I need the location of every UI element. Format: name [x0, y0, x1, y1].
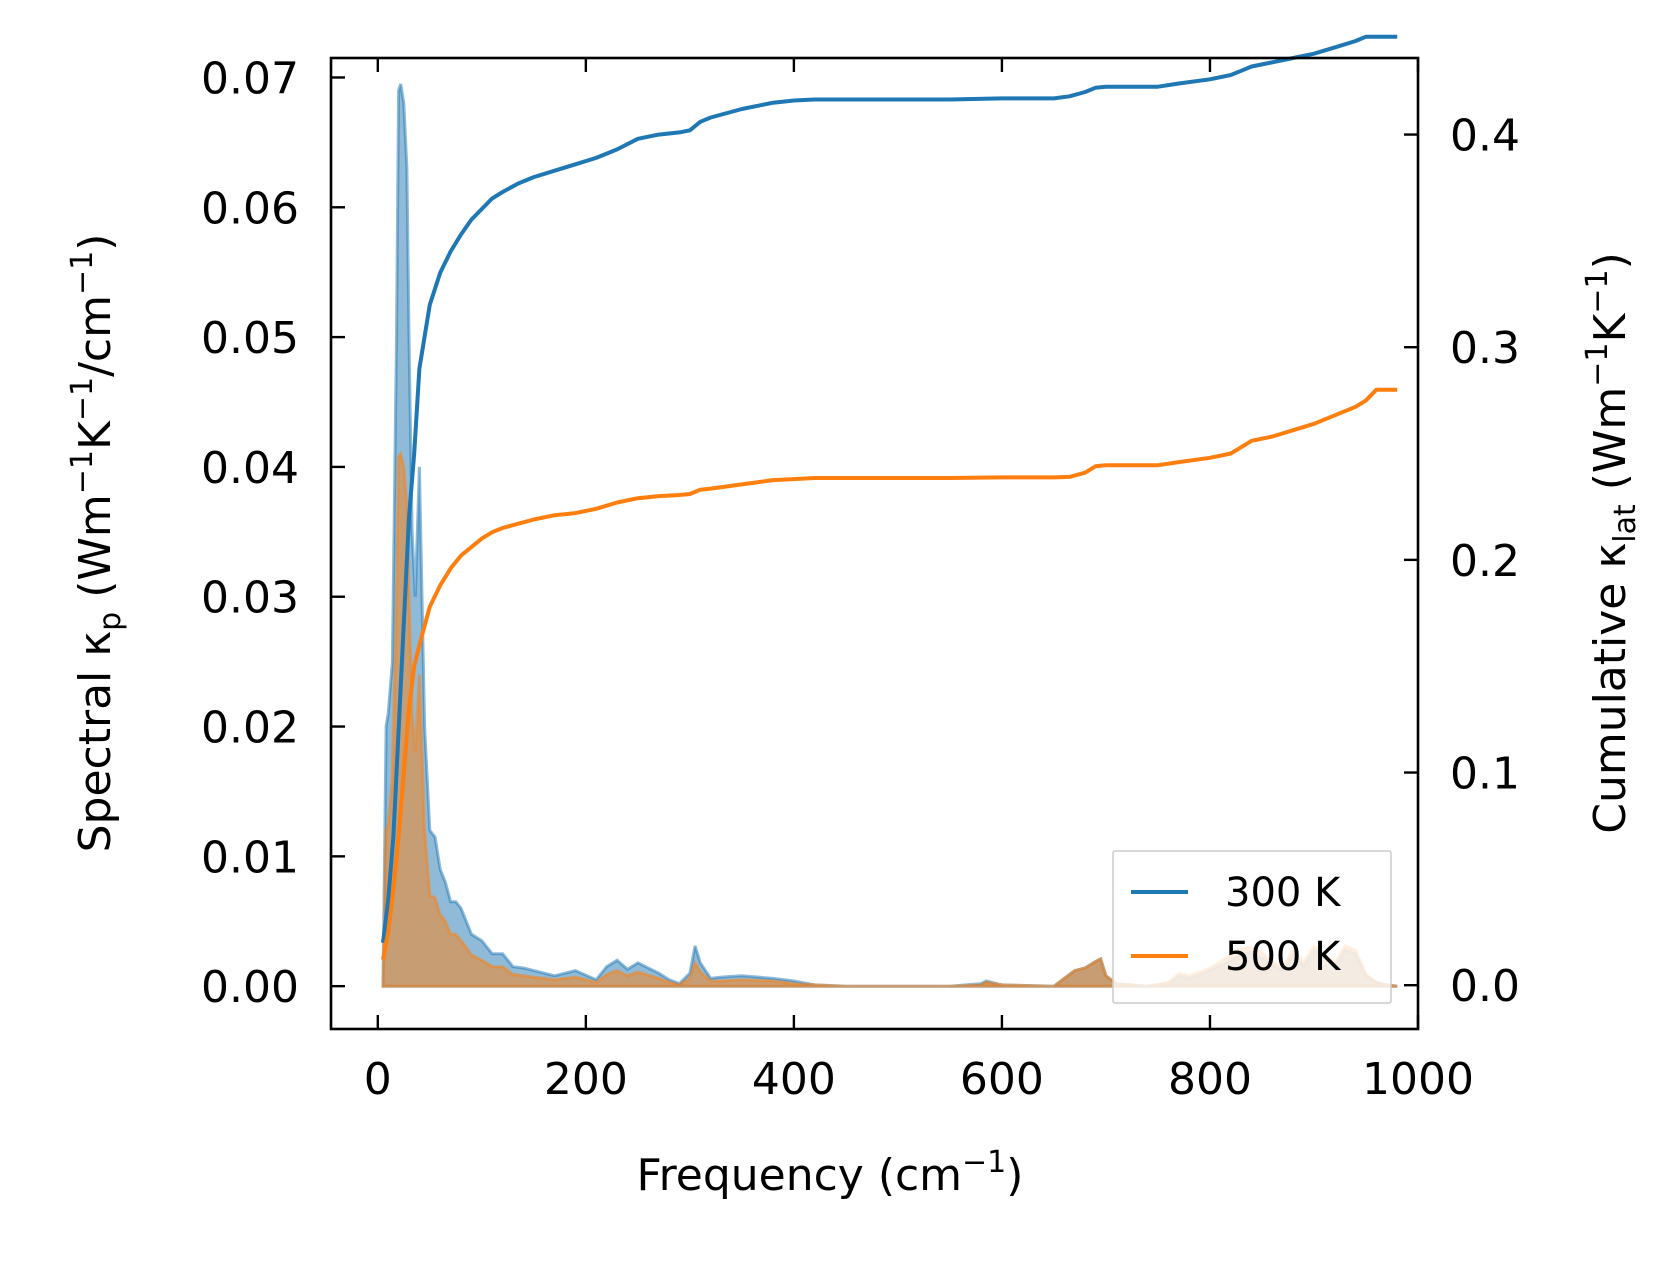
x-axis-title-tail: ) — [1006, 1150, 1023, 1201]
y-left-title-a: Spectral κ — [70, 631, 121, 853]
legend: 300 K 500 K — [1112, 850, 1392, 1004]
y-left-title-sup3: −1 — [65, 251, 100, 295]
y-left-title-e: ) — [70, 234, 121, 251]
y-right-tick-label: 0.3 — [1450, 323, 1520, 374]
cumulative-line-500k — [381, 387, 1398, 961]
y-left-title-sub: p — [93, 612, 128, 631]
legend-box — [1112, 850, 1392, 1004]
legend-label-500k: 500 K — [1225, 934, 1342, 980]
y-right-title-d: ) — [1585, 252, 1636, 269]
y-right-title-sub: lat — [1608, 504, 1643, 543]
y-left-tick-label: 0.06 — [201, 183, 299, 234]
y-left-title-c: K — [70, 420, 121, 450]
y-right-tick-label: 0.1 — [1450, 749, 1520, 800]
y-right-title-sup2: −1 — [1580, 269, 1615, 313]
y-left-axis-title: Spectral κp (Wm−1K−1/cm−1) — [65, 234, 128, 853]
x-tick-label: 400 — [752, 1054, 836, 1105]
y-right-tick-label: 0.4 — [1450, 111, 1520, 162]
y-left-tick-label: 0.03 — [201, 573, 299, 624]
y-right-title-a: Cumulative κ — [1585, 543, 1636, 834]
cumulative-line-300k — [381, 34, 1398, 943]
legend-label-300k: 300 K — [1225, 870, 1342, 916]
y-right-tick-label: 0.2 — [1450, 536, 1520, 587]
ticks: 0 200 400 600 800 1000 0.00 0.01 0.02 0.03 0.04 0.0… — [201, 53, 1520, 1105]
x-axis-title-base: Frequency (cm — [637, 1150, 963, 1201]
axes-frame — [329, 56, 1420, 1031]
x-tick-label: 0 — [364, 1054, 392, 1105]
x-tick-label: 600 — [960, 1054, 1044, 1105]
x-tick-label: 200 — [544, 1054, 628, 1105]
y-right-axis-title: Cumulative κlat (Wm−1K−1) — [1580, 252, 1643, 834]
y-left-tick-label: 0.04 — [201, 443, 299, 494]
x-tick-label: 1000 — [1362, 1054, 1474, 1105]
y-left-tick-label: 0.02 — [201, 703, 299, 754]
y-right-title-b: (Wm — [1585, 387, 1636, 505]
y-left-title-d: /cm — [70, 295, 121, 377]
y-left-tick-label: 0.01 — [201, 832, 299, 883]
y-left-title-b: (Wm — [70, 494, 121, 612]
y-left-tick-label: 0.07 — [201, 53, 299, 104]
y-left-tick-label: 0.05 — [201, 313, 299, 364]
y-left-tick-label: 0.00 — [201, 962, 299, 1013]
y-left-title-sup1: −1 — [65, 450, 100, 494]
x-axis-title-sup: −1 — [962, 1145, 1006, 1180]
y-right-tick-label: 0.0 — [1450, 961, 1520, 1012]
x-axis-title: Frequency (cm−1) — [637, 1145, 1024, 1201]
x-tick-label: 800 — [1168, 1054, 1252, 1105]
y-right-title-c: K — [1585, 312, 1636, 342]
y-left-title-sup2: −1 — [65, 377, 100, 421]
y-right-title-sup1: −1 — [1580, 342, 1615, 386]
